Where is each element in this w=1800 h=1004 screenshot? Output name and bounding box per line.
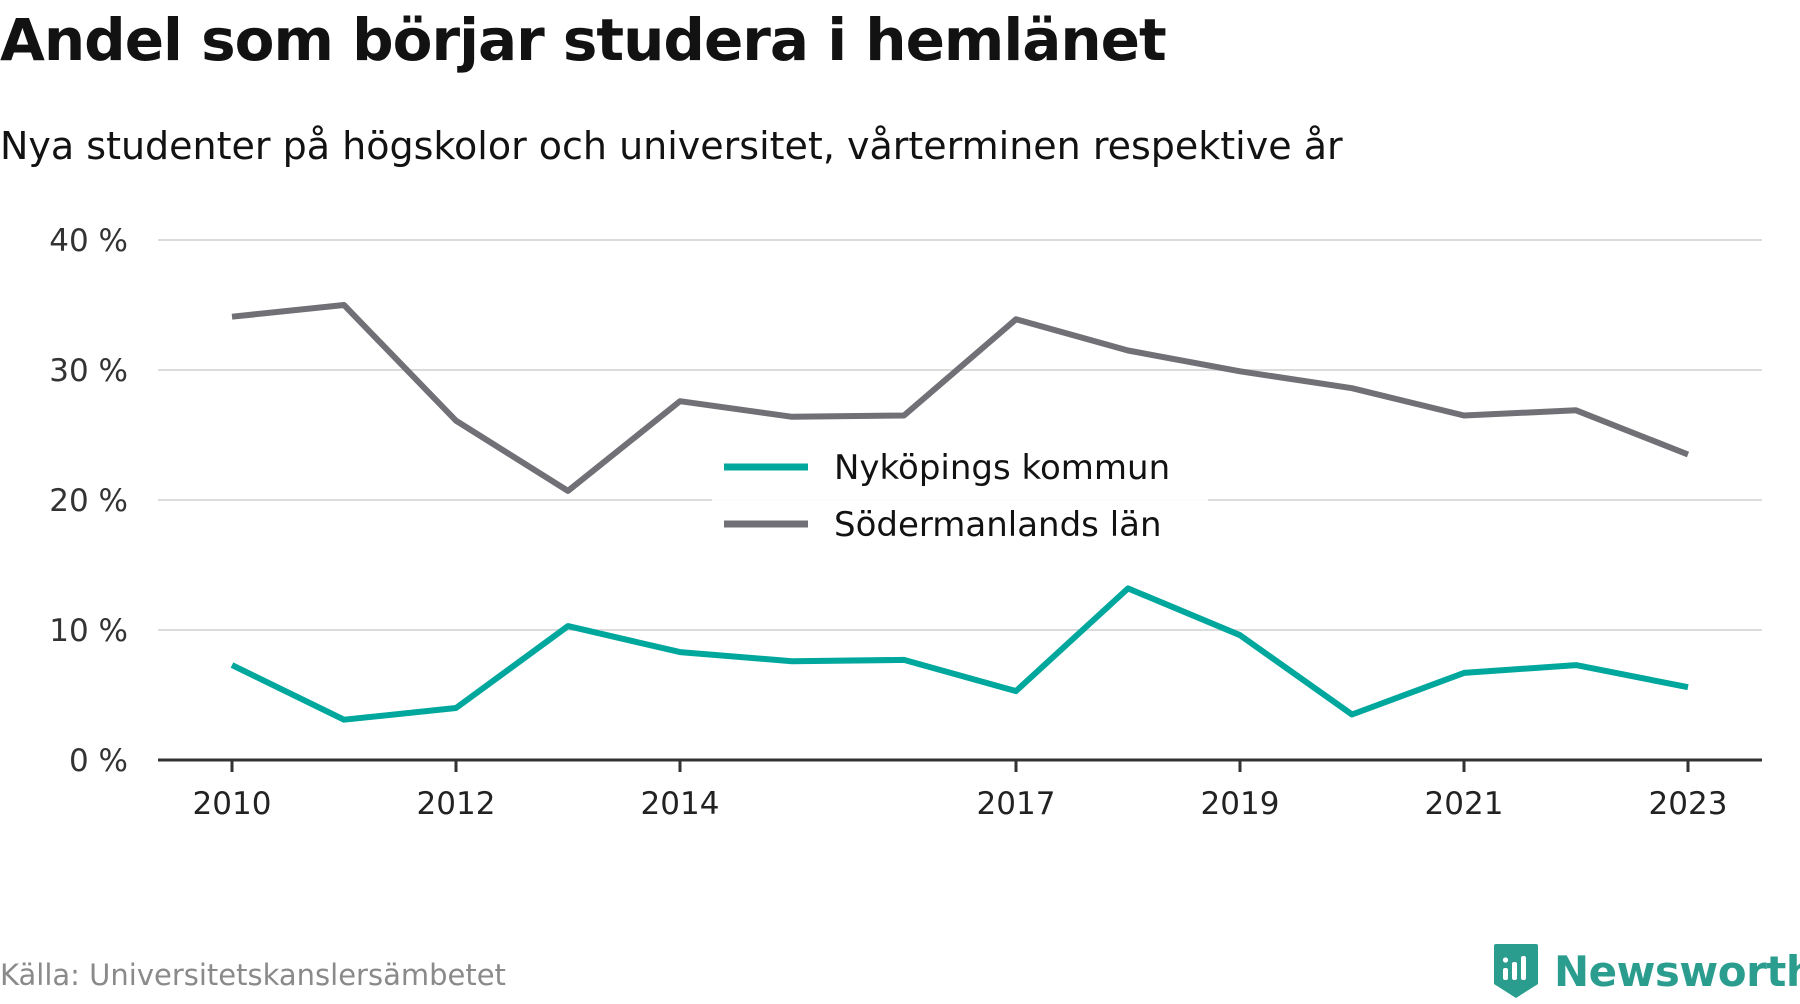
y-tick-label: 40 % [49, 223, 128, 259]
x-tick-label: 2019 [1201, 786, 1280, 822]
x-tick-label: 2010 [193, 786, 272, 822]
y-tick-label: 10 % [49, 613, 128, 649]
source-note: Källa: Universitetskanslersämbetet [0, 958, 506, 992]
x-tick-label: 2021 [1425, 786, 1504, 822]
series-lines [230, 302, 1690, 723]
x-tick-label: 2014 [641, 786, 720, 822]
brand-name: Newsworthy [1554, 946, 1800, 996]
y-tick-label: 0 % [69, 743, 128, 779]
legend: Nyköpings kommun Södermanlands län [712, 432, 1208, 545]
x-tick-label: 2012 [417, 786, 496, 822]
brand: Newsworthy [1492, 938, 1800, 1004]
x-tick-label: 2023 [1649, 786, 1728, 822]
y-tick-label: 30 % [49, 353, 128, 389]
x-tick-label: 2017 [977, 786, 1056, 822]
x-axis-ticks: 2010 2012 2014 2017 2019 2021 2023 [193, 760, 1728, 822]
chart-subtitle: Nya studenter på högskolor och universit… [0, 124, 1343, 168]
y-tick-label: 20 % [49, 483, 128, 519]
chart-title: Andel som börjar studera i hemlänet [0, 6, 1167, 74]
series-line-nykoping [230, 585, 1689, 723]
newsworthy-logo-icon [1494, 944, 1538, 998]
series-line-sodermanland [231, 302, 1690, 494]
legend-label: Nyköpings kommun [834, 448, 1170, 488]
legend-label: Södermanlands län [834, 505, 1162, 545]
y-axis-ticks: 0 % 10 % 20 % 30 % 40 % [49, 223, 128, 779]
